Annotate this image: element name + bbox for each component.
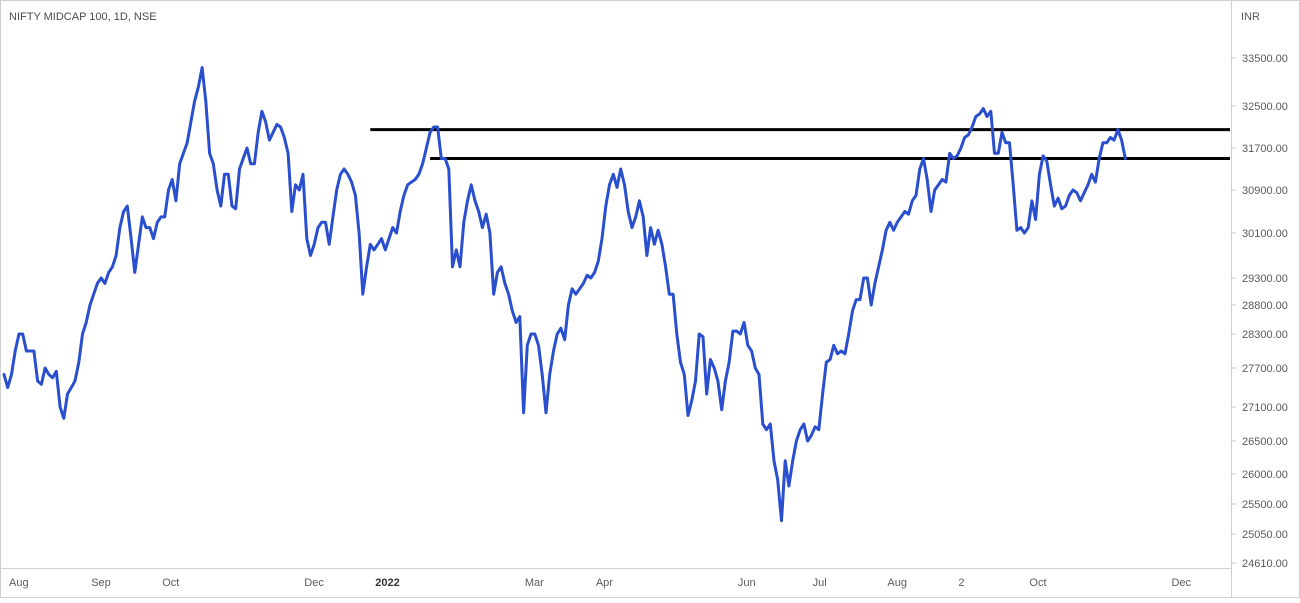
y-tick-label: 28800.00 bbox=[1242, 300, 1288, 312]
y-tick-label: 28300.00 bbox=[1242, 329, 1288, 341]
y-tick-label: 26500.00 bbox=[1242, 436, 1288, 448]
time-axis[interactable]: Aug Sep Oct Dec 2022 Mar Apr Jun Jul Aug 2 Oct Dec bbox=[9, 577, 1192, 589]
x-tick-label: Aug bbox=[9, 577, 29, 589]
x-tick-label: Sep bbox=[91, 577, 111, 589]
y-tick-label: 27700.00 bbox=[1242, 363, 1288, 375]
x-tick-label: Jul bbox=[813, 577, 827, 589]
x-tick-label: 2022 bbox=[375, 577, 399, 589]
price-axis[interactable]: 33500.00 32500.00 31700.00 30900.00 30100.00… bbox=[1231, 53, 1288, 570]
y-tick-label: 25500.00 bbox=[1242, 499, 1288, 511]
x-tick-label: Aug bbox=[887, 577, 907, 589]
y-tick-label: 29300.00 bbox=[1242, 273, 1288, 285]
price-series bbox=[2, 66, 1127, 523]
y-tick-label: 30100.00 bbox=[1242, 228, 1288, 240]
y-tick-label: 26000.00 bbox=[1242, 469, 1288, 481]
y-tick-label: 27100.00 bbox=[1242, 402, 1288, 414]
y-tick-label: 32500.00 bbox=[1242, 101, 1288, 113]
y-tick-label: 33500.00 bbox=[1242, 53, 1288, 65]
x-tick-label: 2 bbox=[958, 577, 964, 589]
y-tick-label: 30900.00 bbox=[1242, 185, 1288, 197]
x-tick-label: Oct bbox=[1029, 577, 1046, 589]
x-tick-label: Mar bbox=[525, 577, 544, 589]
x-tick-label: Dec bbox=[1171, 577, 1191, 589]
y-tick-label: 31700.00 bbox=[1242, 143, 1288, 155]
horizontal-lines bbox=[370, 128, 1230, 160]
y-tick-label: 24610.00 bbox=[1242, 558, 1288, 570]
x-tick-label: Dec bbox=[304, 577, 324, 589]
chart-title: NIFTY MIDCAP 100, 1D, NSE bbox=[9, 11, 157, 23]
y-tick-label: 25050.00 bbox=[1242, 529, 1288, 541]
x-tick-label: Jun bbox=[738, 577, 756, 589]
x-tick-label: Oct bbox=[162, 577, 179, 589]
price-line[interactable] bbox=[2, 66, 1127, 523]
currency-label: INR bbox=[1241, 11, 1260, 23]
x-tick-label: Apr bbox=[596, 577, 613, 589]
